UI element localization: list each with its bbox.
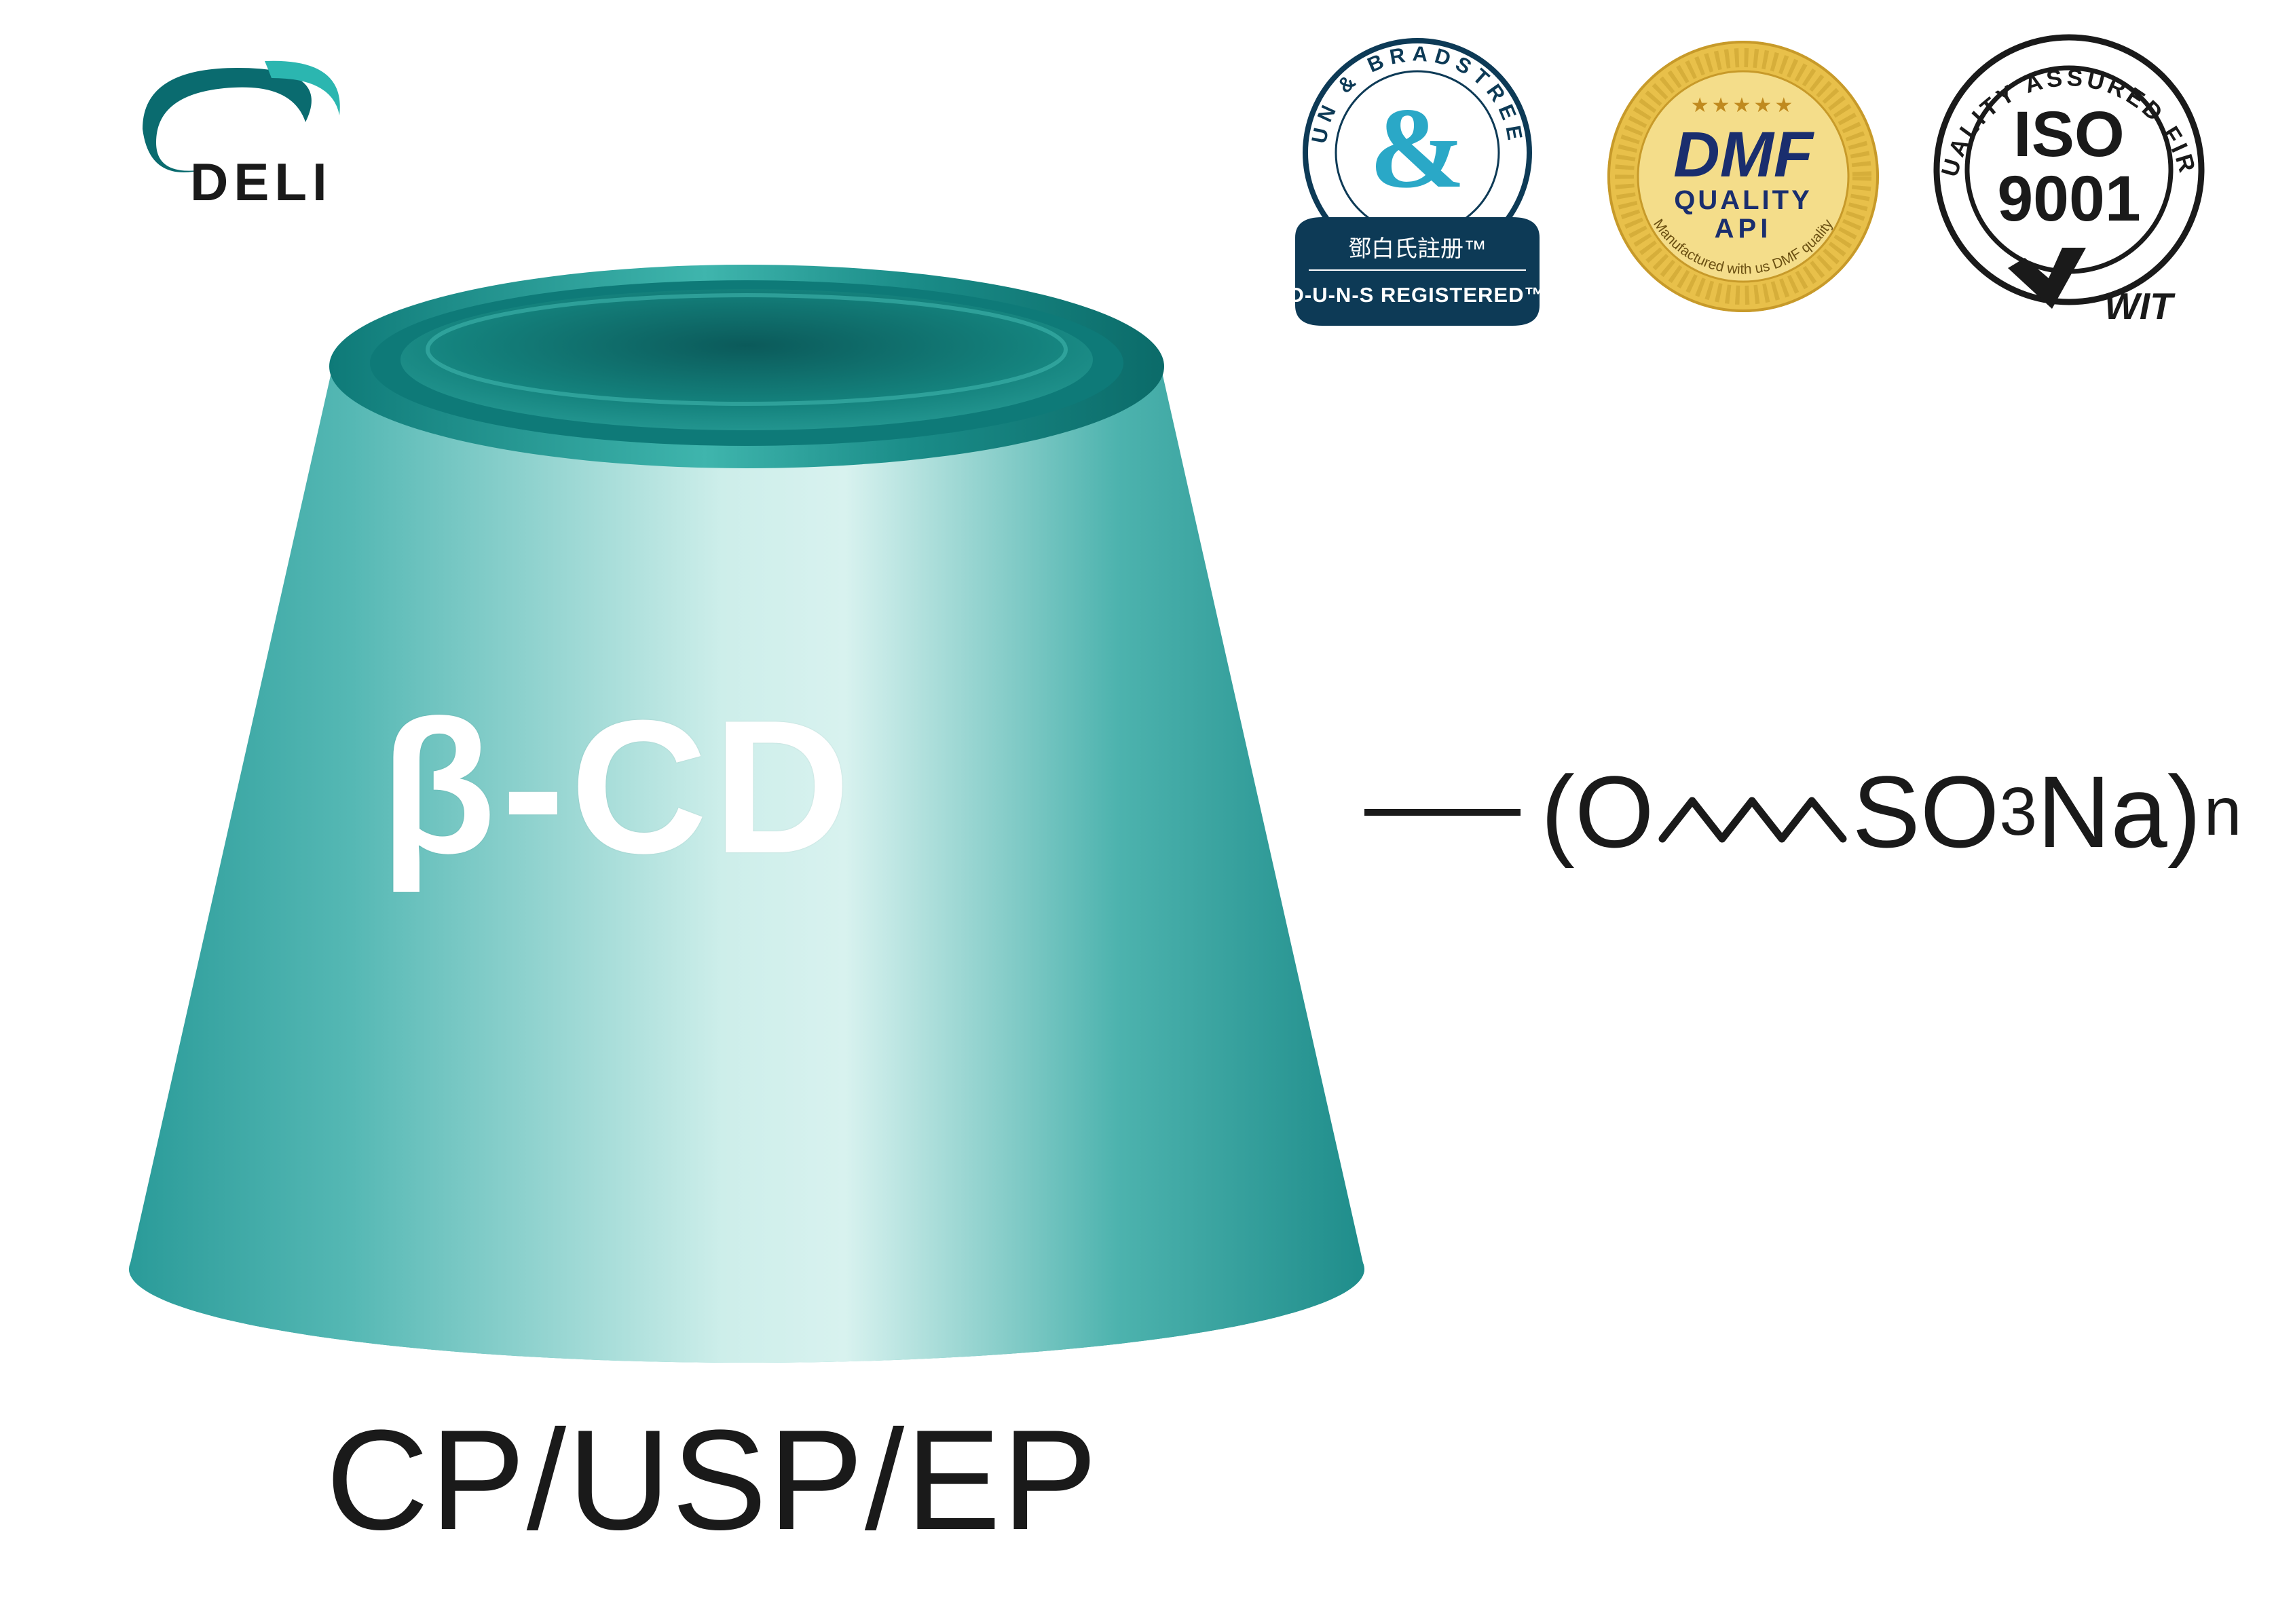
deli-logo: DELI [102,41,373,217]
formula-close-paren: ) [2167,753,2201,871]
formula-elem3: Na [2037,753,2167,871]
formula-elem2: SO [1852,753,2000,871]
dmf-subtitle1: QUALITY [1674,185,1812,215]
dmf-title: DMF [1673,119,1815,191]
dmf-stars: ★★★★★ [1691,94,1795,117]
cone-label: β-CD [380,679,856,896]
certification-badges: DUN & BRADSTREET & 鄧白氏註册™ D-U-N-S REGIST… [1275,34,2212,319]
formula-open-paren: ( [1541,753,1575,871]
iso-title2: 9001 [1997,163,2140,235]
chemical-formula: ( O SO 3 Na ) n [1364,753,2241,871]
iso-footer: WIT [2104,285,2176,327]
duns-ampersand-icon: & [1369,84,1466,212]
logo-text: DELI [190,152,333,212]
dmf-subtitle2: API [1715,214,1772,244]
dmf-badge: ★★★★★ DMF QUALITY API Manufactured with … [1601,34,1886,319]
iso-badge: QUALITY ASSURED FIRM ISO 9001 WIT [1926,34,2212,319]
formula-elem1: O [1575,753,1654,871]
formula-sub-n: n [2204,773,2242,851]
formula-sub3: 3 [1999,773,2037,851]
standards-caption: CP/USP/EP [326,1398,1098,1562]
zigzag-bond-icon [1658,753,1848,871]
bond-line-icon [1364,809,1521,816]
iso-title1: ISO [2013,98,2125,170]
